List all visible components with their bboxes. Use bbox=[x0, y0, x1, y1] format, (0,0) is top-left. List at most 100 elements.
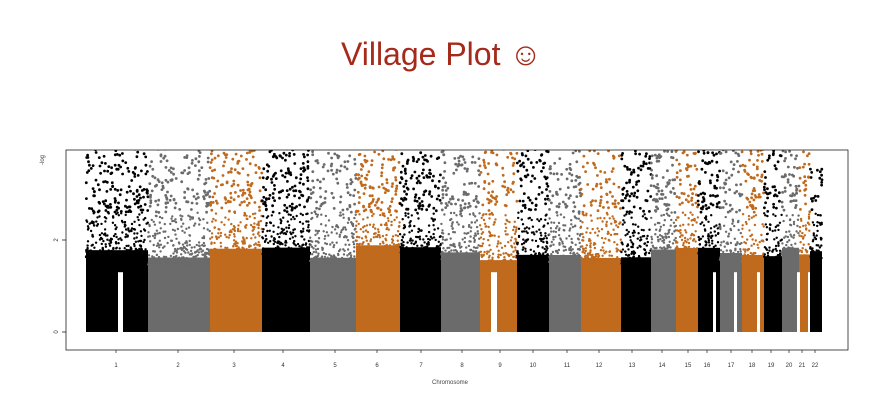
snp-point bbox=[125, 198, 128, 202]
snp-point bbox=[155, 253, 159, 257]
snp-point bbox=[271, 204, 274, 208]
snp-point bbox=[305, 199, 309, 203]
snp-point bbox=[133, 242, 136, 246]
snp-point bbox=[316, 263, 320, 266]
snp-point bbox=[404, 172, 407, 175]
snp-point bbox=[525, 226, 528, 229]
snp-point bbox=[219, 245, 223, 248]
snp-point bbox=[602, 249, 605, 252]
snp-point bbox=[301, 230, 305, 233]
snp-point bbox=[580, 256, 583, 259]
snp-point bbox=[597, 254, 600, 258]
snp-point bbox=[668, 179, 671, 182]
snp-point bbox=[789, 224, 793, 227]
snp-point bbox=[92, 212, 95, 215]
snp-point bbox=[425, 234, 428, 238]
snp-point bbox=[449, 197, 452, 201]
snp-point bbox=[270, 214, 273, 217]
snp-point bbox=[413, 199, 417, 203]
snp-point bbox=[557, 228, 561, 232]
snp-point bbox=[666, 207, 670, 211]
snp-point bbox=[440, 231, 444, 235]
snp-point bbox=[153, 236, 156, 240]
snp-point bbox=[636, 189, 640, 193]
snp-point bbox=[623, 221, 626, 224]
snp-point bbox=[385, 243, 388, 247]
snp-point bbox=[87, 169, 91, 173]
x-tick-label-chr-19: 19 bbox=[768, 363, 775, 369]
snp-point bbox=[666, 246, 669, 250]
snp-point bbox=[229, 170, 233, 174]
x-tick-label-chr-8: 8 bbox=[460, 363, 464, 369]
snp-point bbox=[630, 216, 633, 219]
snp-point bbox=[702, 224, 706, 227]
snp-point bbox=[676, 253, 679, 256]
snp-point bbox=[289, 213, 292, 217]
snp-point bbox=[399, 170, 403, 174]
snp-point bbox=[134, 240, 138, 243]
snp-point bbox=[401, 235, 404, 238]
snp-point bbox=[232, 244, 235, 248]
snp-point bbox=[365, 173, 369, 177]
snp-point bbox=[343, 235, 347, 238]
snp-point bbox=[210, 236, 214, 239]
snp-point bbox=[581, 212, 585, 216]
snp-point bbox=[289, 253, 292, 256]
snp-point bbox=[467, 257, 471, 261]
snp-point bbox=[766, 210, 770, 213]
snp-point bbox=[619, 238, 622, 241]
snp-point bbox=[620, 250, 623, 254]
snp-point bbox=[409, 176, 413, 180]
snp-point bbox=[749, 258, 753, 261]
snp-point bbox=[798, 189, 802, 193]
snp-point bbox=[176, 227, 180, 231]
snp-point bbox=[372, 236, 375, 239]
snp-point bbox=[670, 150, 674, 154]
snp-point bbox=[760, 258, 763, 261]
snp-point bbox=[456, 221, 459, 224]
snp-point bbox=[286, 248, 289, 251]
snp-point bbox=[613, 199, 617, 203]
snp-point bbox=[119, 165, 122, 169]
snp-point bbox=[642, 229, 645, 232]
x-tick-label-chr-22: 22 bbox=[812, 363, 819, 369]
snp-point bbox=[562, 258, 566, 261]
snp-point bbox=[408, 250, 411, 253]
snp-point bbox=[302, 227, 305, 230]
snp-point bbox=[534, 197, 538, 201]
snp-point bbox=[662, 213, 666, 217]
snp-point bbox=[239, 250, 242, 253]
snp-point bbox=[140, 169, 143, 173]
snp-point bbox=[139, 255, 142, 259]
snp-point bbox=[197, 196, 200, 199]
snp-point bbox=[247, 245, 251, 249]
snp-point bbox=[137, 205, 140, 209]
snp-point bbox=[376, 206, 380, 210]
snp-point bbox=[202, 235, 206, 238]
snp-point bbox=[548, 208, 551, 211]
snp-point bbox=[316, 213, 320, 216]
snp-point bbox=[333, 228, 337, 231]
snp-point bbox=[803, 234, 806, 237]
snp-point bbox=[166, 257, 169, 261]
snp-point bbox=[96, 210, 100, 214]
snp-point bbox=[790, 235, 793, 238]
snp-point bbox=[100, 237, 104, 241]
snp-point bbox=[381, 163, 384, 167]
snp-point bbox=[144, 216, 147, 220]
snp-point bbox=[183, 196, 187, 200]
snp-point bbox=[817, 244, 820, 247]
snp-point bbox=[621, 206, 625, 210]
snp-point bbox=[301, 213, 304, 217]
snp-point bbox=[211, 195, 215, 199]
snp-point bbox=[730, 173, 734, 177]
snp-point bbox=[174, 255, 177, 258]
snp-point bbox=[447, 252, 450, 255]
snp-point bbox=[390, 223, 393, 227]
snp-point bbox=[707, 220, 710, 223]
snp-point bbox=[546, 255, 549, 258]
snp-point bbox=[660, 255, 663, 258]
snp-point bbox=[771, 250, 774, 253]
snp-point bbox=[444, 189, 448, 192]
snp-point bbox=[98, 249, 102, 252]
